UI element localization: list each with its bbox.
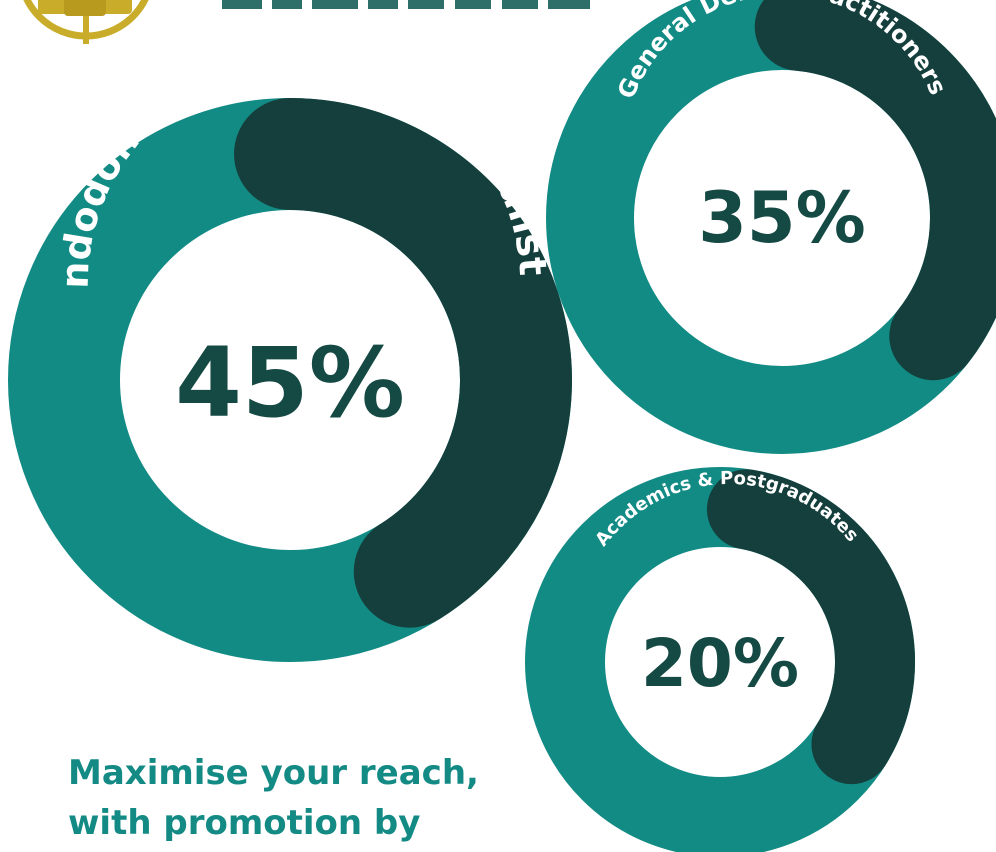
tagline-line-1: Maximise your reach, [68, 753, 479, 793]
donut-1: General Dental Practitioners35% [546, 0, 996, 454]
donut-highlight-arc-2 [706, 469, 915, 785]
header-text-remnant [222, 0, 590, 9]
donut-percent-label-1: 35% [698, 177, 866, 259]
logo [23, 0, 590, 44]
tagline-line-2: with promotion by [68, 803, 421, 843]
tagline: Maximise your reach, with promotion by [68, 748, 528, 848]
donut-percent-label-2: 20% [641, 625, 799, 702]
donut-0: Endodontists & Dental Specialists45% [0, 0, 572, 662]
gold-emblem-icon [38, 0, 132, 44]
donut-highlight-arc-1 [754, 0, 996, 381]
donut-highlight-arc-0 [234, 98, 572, 628]
donut-percent-label-0: 45% [175, 327, 405, 439]
